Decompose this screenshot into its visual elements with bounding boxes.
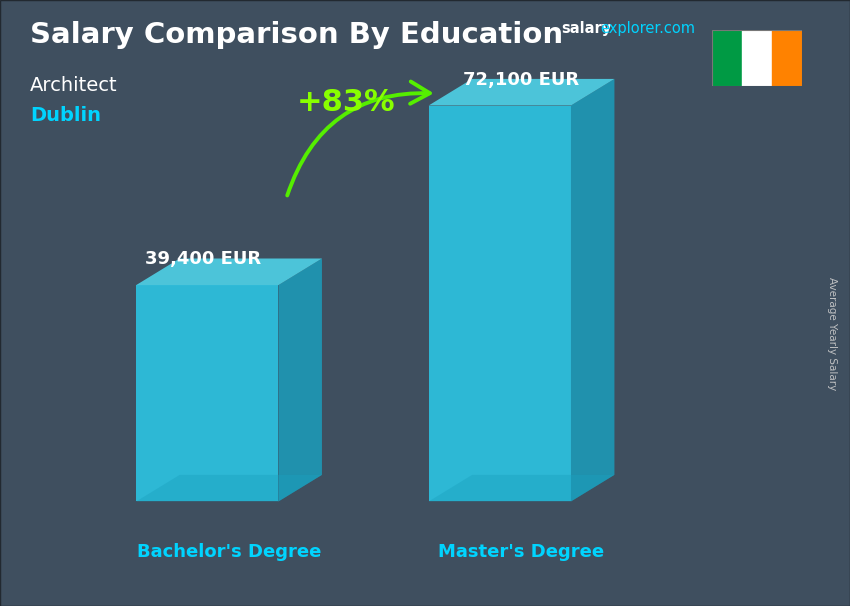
- Polygon shape: [279, 259, 322, 502]
- Text: +83%: +83%: [297, 88, 395, 117]
- Text: Salary Comparison By Education: Salary Comparison By Education: [30, 21, 563, 49]
- Bar: [712, 30, 742, 86]
- Text: Master's Degree: Master's Degree: [439, 543, 604, 561]
- Polygon shape: [428, 79, 615, 105]
- Text: Bachelor's Degree: Bachelor's Degree: [137, 543, 321, 561]
- Text: Average Yearly Salary: Average Yearly Salary: [827, 277, 837, 390]
- Text: Architect: Architect: [30, 76, 117, 95]
- Polygon shape: [428, 105, 571, 502]
- Text: Dublin: Dublin: [30, 106, 101, 125]
- Polygon shape: [136, 285, 279, 502]
- Bar: [772, 30, 802, 86]
- Text: 39,400 EUR: 39,400 EUR: [145, 250, 262, 268]
- Polygon shape: [136, 259, 322, 285]
- Text: explorer.com: explorer.com: [600, 21, 695, 36]
- Bar: [742, 30, 772, 86]
- Text: 72,100 EUR: 72,100 EUR: [463, 70, 580, 88]
- Polygon shape: [428, 475, 615, 502]
- Polygon shape: [571, 79, 615, 502]
- Polygon shape: [136, 475, 322, 502]
- FancyArrowPatch shape: [287, 82, 430, 196]
- Text: salary: salary: [561, 21, 611, 36]
